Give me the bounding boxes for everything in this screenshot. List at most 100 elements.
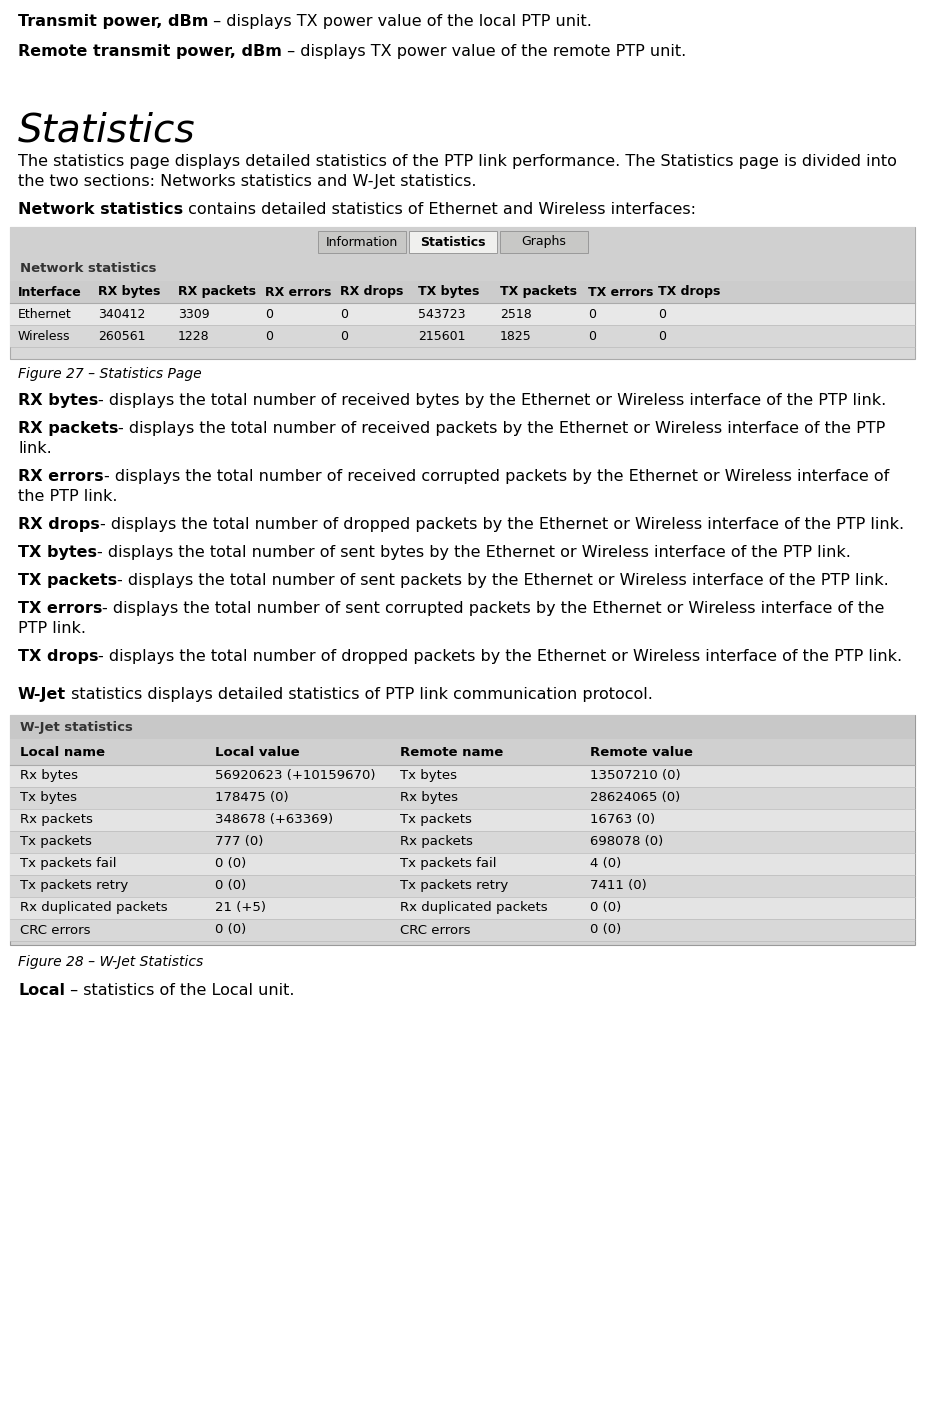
Text: RX packets: RX packets [18,421,118,436]
Text: Statistics: Statistics [18,113,195,150]
Text: Rx bytes: Rx bytes [400,791,458,804]
Text: Tx bytes: Tx bytes [20,791,77,804]
Text: TX drops: TX drops [18,649,98,665]
Text: Interface: Interface [18,285,81,298]
Text: 0: 0 [340,308,348,321]
Text: 21 (+5): 21 (+5) [215,901,266,914]
Text: Tx bytes: Tx bytes [400,770,457,783]
Text: contains detailed statistics of Ethernet and Wireless interfaces:: contains detailed statistics of Ethernet… [183,202,697,217]
Text: RX packets: RX packets [178,285,256,298]
Text: 1825: 1825 [500,329,532,342]
Text: RX errors: RX errors [265,285,331,298]
Text: 2518: 2518 [500,308,532,321]
Text: – statistics of the Local unit.: – statistics of the Local unit. [65,983,294,998]
Text: - displays the total number of received packets by the Ethernet or Wireless inte: - displays the total number of received … [118,421,885,436]
Text: Statistics: Statistics [420,235,486,248]
Text: Information: Information [326,235,398,248]
Text: Local: Local [18,983,65,998]
Text: Tx packets: Tx packets [20,836,92,848]
Text: 7411 (0): 7411 (0) [590,880,647,893]
Text: TX errors: TX errors [588,285,653,298]
Text: 28624065 (0): 28624065 (0) [590,791,680,804]
Text: 56920623 (+10159670): 56920623 (+10159670) [215,770,376,783]
Text: RX drops: RX drops [18,518,100,532]
Text: 0 (0): 0 (0) [215,880,246,893]
Text: 543723: 543723 [418,308,465,321]
Text: TX packets: TX packets [500,285,577,298]
Text: Figure 27 – Statistics Page: Figure 27 – Statistics Page [18,366,202,381]
Text: 348678 (+63369): 348678 (+63369) [215,813,333,827]
Text: Local value: Local value [215,746,300,759]
Text: Ethernet: Ethernet [18,308,72,321]
Text: 698078 (0): 698078 (0) [590,836,663,848]
Text: Remote transmit power, dBm: Remote transmit power, dBm [18,44,282,58]
Text: RX drops: RX drops [340,285,403,298]
Text: CRC errors: CRC errors [20,924,91,937]
Text: RX bytes: RX bytes [98,285,160,298]
Text: TX errors: TX errors [18,600,103,616]
Text: Rx packets: Rx packets [20,813,92,827]
Text: 16763 (0): 16763 (0) [590,813,655,827]
Text: 215601: 215601 [418,329,465,342]
Text: 777 (0): 777 (0) [215,836,264,848]
Text: - displays the total number of sent packets by the Ethernet or Wireless interfac: - displays the total number of sent pack… [117,573,889,588]
Text: 0: 0 [588,329,596,342]
Text: PTP link.: PTP link. [18,620,86,636]
Text: 0 (0): 0 (0) [215,857,246,870]
Text: 340412: 340412 [98,308,145,321]
Text: Network statistics: Network statistics [20,262,156,275]
Text: 0: 0 [340,329,348,342]
Text: W-Jet statistics: W-Jet statistics [20,720,133,733]
Text: Rx packets: Rx packets [400,836,473,848]
Text: the PTP link.: the PTP link. [18,489,117,503]
Text: Rx bytes: Rx bytes [20,770,78,783]
Text: 1228: 1228 [178,329,210,342]
Text: - displays the total number of dropped packets by the Ethernet or Wireless inter: - displays the total number of dropped p… [100,518,904,532]
Text: the two sections: Networks statistics and W-Jet statistics.: the two sections: Networks statistics an… [18,174,476,190]
Text: TX bytes: TX bytes [18,545,97,560]
Text: - displays the total number of received corrupted packets by the Ethernet or Wir: - displays the total number of received … [104,469,889,483]
Text: Figure 28 – W-Jet Statistics: Figure 28 – W-Jet Statistics [18,955,204,970]
Text: 0 (0): 0 (0) [590,901,622,914]
Text: 260561: 260561 [98,329,145,342]
Text: 4 (0): 4 (0) [590,857,622,870]
Text: link.: link. [18,441,52,456]
Text: TX bytes: TX bytes [418,285,479,298]
Text: W-Jet: W-Jet [18,687,66,702]
Text: 13507210 (0): 13507210 (0) [590,770,681,783]
Text: Tx packets fail: Tx packets fail [20,857,117,870]
Text: - displays the total number of sent corrupted packets by the Ethernet or Wireles: - displays the total number of sent corr… [103,600,884,616]
Text: Network statistics: Network statistics [18,202,183,217]
Text: Tx packets fail: Tx packets fail [400,857,497,870]
Text: TX packets: TX packets [18,573,117,588]
Text: The statistics page displays detailed statistics of the PTP link performance. Th: The statistics page displays detailed st… [18,154,897,170]
Text: Wireless: Wireless [18,329,70,342]
Text: Transmit power, dBm: Transmit power, dBm [18,14,208,29]
Text: Local name: Local name [20,746,105,759]
Text: 0: 0 [265,329,273,342]
Text: Rx duplicated packets: Rx duplicated packets [20,901,167,914]
Text: - displays the total number of received bytes by the Ethernet or Wireless interf: - displays the total number of received … [98,394,886,408]
Text: – displays TX power value of the remote PTP unit.: – displays TX power value of the remote … [282,44,686,58]
Text: Tx packets: Tx packets [400,813,472,827]
Text: RX bytes: RX bytes [18,394,98,408]
Text: 0: 0 [658,329,666,342]
Text: 0: 0 [588,308,596,321]
Text: 0: 0 [265,308,273,321]
Text: statistics displays detailed statistics of PTP link communication protocol.: statistics displays detailed statistics … [66,687,653,702]
Text: Tx packets retry: Tx packets retry [400,880,508,893]
Text: Remote value: Remote value [590,746,693,759]
Text: - displays the total number of dropped packets by the Ethernet or Wireless inter: - displays the total number of dropped p… [98,649,903,665]
Text: – displays TX power value of the local PTP unit.: – displays TX power value of the local P… [208,14,592,29]
Text: Graphs: Graphs [521,235,566,248]
Text: 3309: 3309 [178,308,210,321]
Text: - displays the total number of sent bytes by the Ethernet or Wireless interface : - displays the total number of sent byte… [97,545,851,560]
Text: TX drops: TX drops [658,285,721,298]
Text: CRC errors: CRC errors [400,924,471,937]
Text: Rx duplicated packets: Rx duplicated packets [400,901,548,914]
Text: Tx packets retry: Tx packets retry [20,880,129,893]
Text: RX errors: RX errors [18,469,104,483]
Text: 0 (0): 0 (0) [215,924,246,937]
Text: 0 (0): 0 (0) [590,924,622,937]
Text: Remote name: Remote name [400,746,503,759]
